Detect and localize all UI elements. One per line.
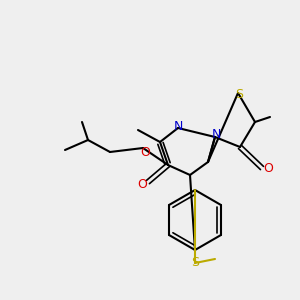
Text: N: N [173,119,183,133]
Text: O: O [140,146,150,158]
Text: N: N [211,128,221,142]
Text: S: S [235,88,243,100]
Text: O: O [263,163,273,176]
Text: S: S [191,256,199,269]
Text: O: O [137,178,147,190]
